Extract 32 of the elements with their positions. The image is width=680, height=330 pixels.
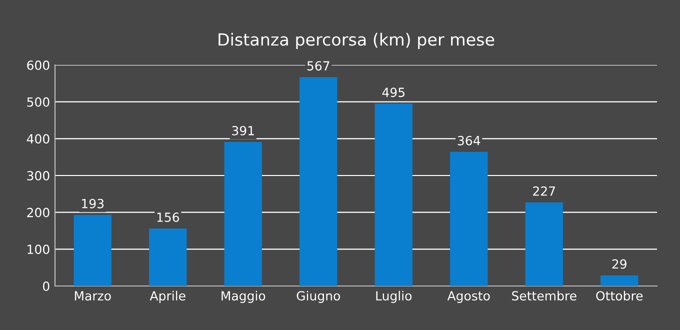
bar <box>300 77 338 286</box>
data-label: 29 <box>612 259 626 269</box>
y-tick-label: 400 <box>26 134 50 144</box>
x-tick-label: Maggio <box>222 290 266 303</box>
data-label: 156 <box>157 212 180 222</box>
x-tick-label: Settembre <box>512 290 576 301</box>
data-label: 567 <box>307 61 330 71</box>
bar <box>149 228 187 286</box>
y-tick-label: 600 <box>27 60 50 70</box>
data-label: 193 <box>82 198 104 208</box>
y-tick-label: 0 <box>43 281 50 291</box>
bar <box>450 152 488 286</box>
x-tick-label: Aprile <box>150 290 186 303</box>
data-label: 495 <box>382 88 404 98</box>
bar <box>74 214 112 286</box>
bar <box>374 104 412 286</box>
y-tick-label: 500 <box>27 97 50 107</box>
data-label: 227 <box>533 186 555 196</box>
y-tick-label: 300 <box>27 170 50 180</box>
chart-title: Distanza percorsa (km) per mese <box>218 32 494 50</box>
bar <box>600 275 638 286</box>
data-label: 364 <box>458 136 480 146</box>
bar <box>224 142 262 286</box>
x-tick-label: Luglio <box>376 290 412 303</box>
x-tick-label: Ottobre <box>596 290 643 301</box>
bar <box>525 202 563 286</box>
data-label: 391 <box>232 126 254 136</box>
x-tick-label: Agosto <box>447 291 490 303</box>
y-tick-label: 200 <box>27 208 50 218</box>
y-tick-label: 100 <box>28 244 50 254</box>
x-tick-label: Marzo <box>74 291 111 301</box>
x-tick-label: Giugno <box>296 290 340 303</box>
